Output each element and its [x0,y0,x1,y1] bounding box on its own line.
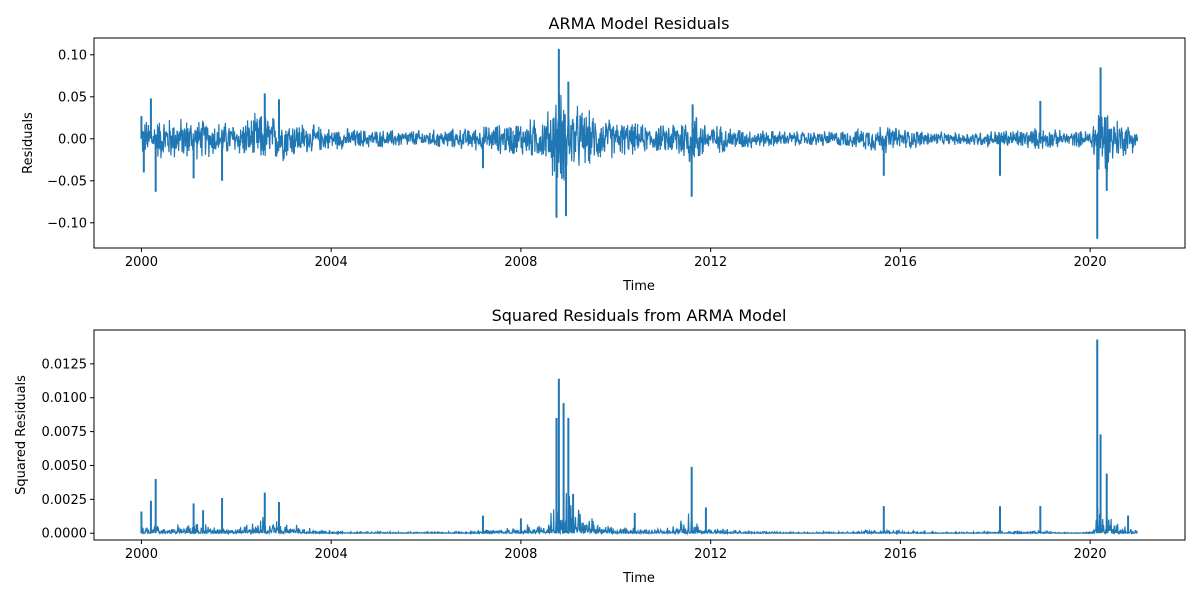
residuals-line [140,93,1139,181]
residuals-series [140,48,1139,239]
squared-residuals-y-tick-label-3: 0.0075 [42,425,88,440]
squared-residuals-x-tick-label-2008: 2008 [504,547,537,562]
squared-residuals-y-tick-label-1: 0.0025 [42,493,88,508]
squared-residuals-series [140,339,1138,536]
residuals-x-tick-label-2004: 2004 [315,255,348,270]
squared-residuals-y-tick-label-2: 0.0050 [42,459,88,474]
squared-residuals-axes-frame [93,329,1186,541]
squared-residuals-y-tick-label-0: 0.0000 [42,527,88,542]
residuals-x-ticks: 2000 2004 2008 2012 2016 2020 [125,248,1107,270]
squared-residuals-y-ticks: 0.0000 0.0025 0.0050 0.0075 0.0100 0.0125 [42,357,94,542]
residuals-y-tick-label-2: 0.00 [58,132,87,147]
squared-residuals-title: Squared Residuals from ARMA Model [492,306,787,325]
residuals-x-tick-label-2012: 2012 [694,255,727,270]
squared-residuals-panel: Squared Residuals from ARMA Model 2000 20… [14,306,1186,586]
residuals-y-label: Residuals [21,112,36,174]
residuals-x-tick-label-2000: 2000 [125,255,158,270]
squared-residuals-x-ticks: 2000 2004 2008 2012 2016 2020 [125,540,1107,562]
squared-residuals-y-tick-label-5: 0.0125 [42,357,88,372]
residuals-x-tick-label-2016: 2016 [884,255,917,270]
residuals-y-tick-label-0: −0.10 [47,216,87,231]
squared-residuals-x-tick-label-2020: 2020 [1074,547,1107,562]
squared-residuals-x-tick-label-2000: 2000 [125,547,158,562]
squared-residuals-y-tick-label-4: 0.0100 [42,391,88,406]
residuals-title: ARMA Model Residuals [549,14,730,33]
squared-residuals-line [140,491,1138,536]
residuals-y-tick-label-3: 0.05 [58,90,87,105]
squared-residuals-x-label: Time [622,571,655,586]
residuals-x-tick-label-2008: 2008 [504,255,537,270]
squared-residuals-x-tick-label-2016: 2016 [884,547,917,562]
residuals-x-tick-label-2020: 2020 [1074,255,1107,270]
residuals-y-ticks: −0.10 −0.05 0.00 0.05 0.10 [47,48,94,231]
residuals-axes-frame [93,37,1186,249]
residuals-y-tick-label-4: 0.10 [58,48,87,63]
residuals-panel: ARMA Model Residuals 2000 2004 2008 2012 201… [21,14,1186,294]
squared-residuals-y-label: Squared Residuals [14,375,29,495]
squared-residuals-x-tick-label-2012: 2012 [694,547,727,562]
residuals-x-label: Time [622,279,655,294]
residuals-y-tick-label-1: −0.05 [47,174,87,189]
squared-residuals-x-tick-label-2004: 2004 [315,547,348,562]
